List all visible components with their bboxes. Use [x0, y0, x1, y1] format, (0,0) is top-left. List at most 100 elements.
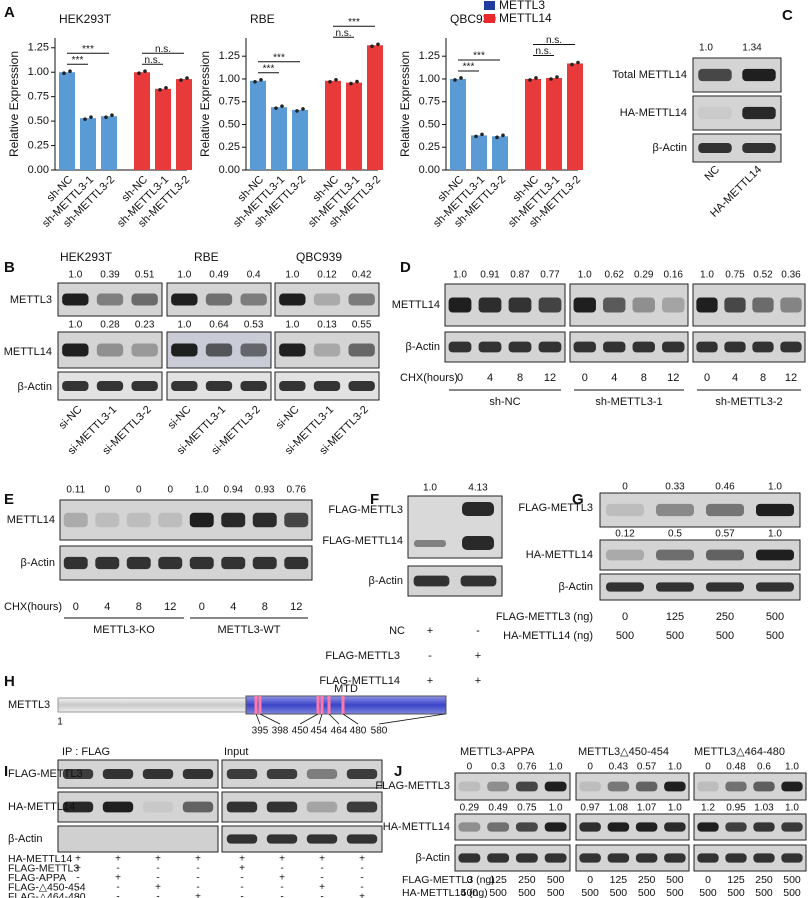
- quant: 0.77: [540, 270, 560, 281]
- hour-label: 12: [164, 601, 176, 613]
- sign: -: [76, 873, 79, 884]
- position-label: 450: [292, 726, 309, 737]
- y-tick-label: 0.25: [219, 141, 240, 153]
- quant: 1.0: [453, 270, 467, 281]
- axis-label: CHX(hours): [4, 601, 62, 613]
- site-line: [342, 713, 359, 725]
- site-mark: [327, 696, 331, 714]
- y-tick-label: 0.00: [219, 164, 240, 176]
- significance-label: ***: [463, 62, 475, 73]
- band: [487, 853, 510, 863]
- data-dot: [501, 133, 505, 138]
- band: [606, 549, 644, 561]
- amount: 500: [666, 630, 684, 642]
- site-line: [378, 713, 446, 725]
- band: [725, 853, 747, 863]
- band: [664, 781, 686, 792]
- amount: 500: [783, 887, 801, 898]
- band: [756, 503, 794, 517]
- site-mark: [254, 696, 258, 714]
- sign: +: [279, 873, 285, 884]
- bar: [346, 82, 362, 170]
- band: [252, 512, 277, 528]
- bar: [546, 78, 562, 170]
- band: [62, 801, 94, 813]
- quant: 0.23: [135, 320, 155, 331]
- protein-name: METTL3: [8, 699, 50, 711]
- band: [573, 297, 596, 313]
- blot: [57, 825, 219, 853]
- legend-label: METTL3: [499, 0, 545, 12]
- bar: [271, 107, 287, 170]
- hour-label: 0: [582, 372, 588, 384]
- row-label: β-Actin: [559, 581, 593, 593]
- band: [346, 801, 378, 813]
- cell-line: QBC939: [296, 250, 342, 264]
- group-label: METTL3-APPA: [460, 746, 535, 758]
- bar: [101, 116, 117, 170]
- quant: 1.0: [68, 270, 82, 281]
- row-label: β-Actin: [653, 142, 687, 154]
- quant: 1.0: [578, 270, 592, 281]
- band: [266, 801, 298, 813]
- hour-label: 0: [199, 601, 205, 613]
- sign: +: [475, 675, 481, 687]
- amount: 125: [727, 874, 745, 886]
- band: [724, 341, 746, 353]
- quant: 0.4: [247, 270, 261, 281]
- significance-label: ***: [473, 51, 485, 62]
- domain-label: MTD: [334, 683, 358, 695]
- amount: 500: [638, 887, 656, 898]
- amount: 500: [547, 887, 565, 898]
- band: [158, 556, 183, 570]
- band: [607, 853, 630, 863]
- position-label: 454: [311, 726, 328, 737]
- band: [606, 503, 644, 517]
- panel-letter: A: [4, 4, 15, 21]
- significance-label: n.s.: [155, 44, 171, 55]
- band: [742, 142, 776, 154]
- amount: 0: [705, 874, 711, 886]
- hour-label: 8: [262, 601, 268, 613]
- band: [752, 297, 774, 313]
- row-label: METTL14: [392, 299, 440, 311]
- amount: 250: [716, 611, 734, 623]
- band: [284, 556, 309, 570]
- sign: -: [196, 882, 199, 893]
- amount: 500: [783, 874, 801, 886]
- band: [221, 556, 246, 570]
- bar: [80, 118, 96, 170]
- band: [462, 536, 494, 550]
- sign: +: [239, 854, 245, 865]
- band: [698, 106, 732, 120]
- panel-letter: G: [572, 491, 584, 508]
- band: [579, 853, 601, 863]
- panel-letter: F: [370, 491, 379, 508]
- band: [753, 853, 775, 863]
- band: [189, 512, 214, 528]
- quant: 1.0: [285, 320, 299, 331]
- quant: 0.75: [725, 270, 745, 281]
- hour-label: 12: [785, 372, 797, 384]
- band: [348, 380, 375, 392]
- band: [284, 512, 309, 528]
- quant: 1.0: [177, 270, 191, 281]
- sign: +: [427, 625, 433, 637]
- band: [458, 822, 481, 832]
- band: [725, 781, 747, 792]
- quant: 0: [587, 762, 593, 773]
- data-dot: [68, 69, 72, 74]
- band: [62, 293, 89, 306]
- quant: 0: [104, 485, 110, 496]
- row-label: HA-METTL14: [620, 107, 687, 119]
- group-label: sh-METTL3-2: [715, 396, 782, 408]
- band: [462, 502, 494, 516]
- hour-label: 8: [136, 601, 142, 613]
- sign: +: [359, 854, 365, 865]
- band: [664, 853, 686, 863]
- band: [579, 781, 601, 792]
- quant: 1.0: [668, 803, 682, 814]
- data-dot: [453, 78, 457, 82]
- band: [487, 781, 510, 792]
- quant: 1.0: [668, 762, 682, 773]
